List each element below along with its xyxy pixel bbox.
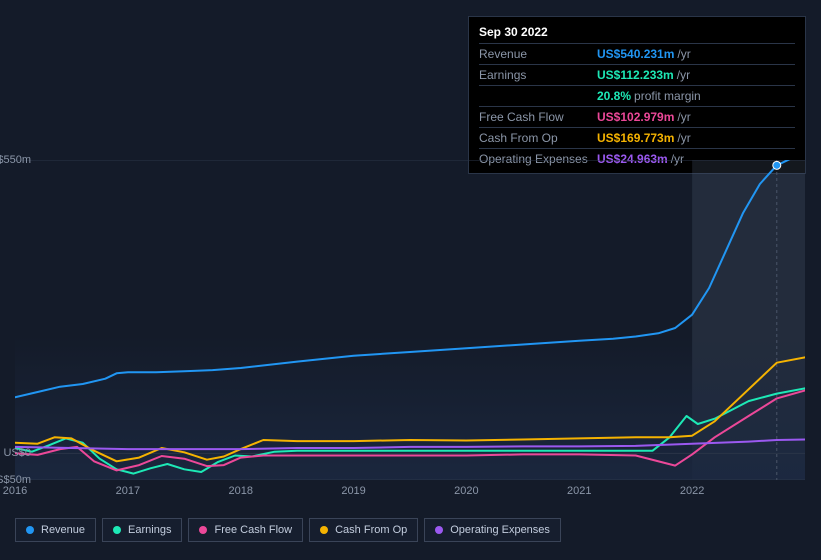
legend-label: Earnings — [128, 524, 171, 536]
tooltip-value: US$169.773m — [597, 131, 674, 145]
legend-item[interactable]: Cash From Op — [309, 518, 418, 542]
tooltip-suffix: profit margin — [634, 89, 701, 103]
x-axis-label: 2020 — [454, 485, 478, 497]
x-axis-label: 2017 — [116, 485, 140, 497]
tooltip-value: US$102.979m — [597, 110, 674, 124]
legend-dot-icon — [435, 526, 443, 534]
legend-label: Revenue — [41, 524, 85, 536]
x-axis-label: 2021 — [567, 485, 591, 497]
tooltip-value: 20.8% — [597, 89, 631, 103]
chart-svg — [15, 160, 805, 480]
legend-dot-icon — [26, 526, 34, 534]
tooltip-label: Earnings — [479, 68, 597, 82]
tooltip-row: EarningsUS$112.233m/yr — [479, 64, 795, 85]
legend-item[interactable]: Earnings — [102, 518, 182, 542]
tooltip-value: US$540.231m — [597, 47, 674, 61]
legend-item[interactable]: Operating Expenses — [424, 518, 561, 542]
tooltip-row: 20.8%profit margin — [479, 85, 795, 106]
x-axis-label: 2016 — [3, 485, 27, 497]
tooltip-row: Free Cash FlowUS$102.979m/yr — [479, 106, 795, 127]
legend-dot-icon — [199, 526, 207, 534]
legend-label: Free Cash Flow — [214, 524, 292, 536]
tooltip-label — [479, 89, 597, 103]
tooltip-suffix: /yr — [677, 110, 690, 124]
tooltip-date: Sep 30 2022 — [479, 23, 795, 43]
x-axis-label: 2022 — [680, 485, 704, 497]
x-axis-labels: 2016201720182019202020212022 — [15, 485, 805, 505]
x-axis-label: 2019 — [341, 485, 365, 497]
legend-dot-icon — [113, 526, 121, 534]
legend-item[interactable]: Revenue — [15, 518, 96, 542]
legend-label: Cash From Op — [335, 524, 407, 536]
tooltip-label: Revenue — [479, 47, 597, 61]
tooltip-suffix: /yr — [677, 47, 690, 61]
tooltip-row: Cash From OpUS$169.773m/yr — [479, 127, 795, 148]
y-axis-label: US$550m — [0, 154, 31, 166]
chart-plot-area[interactable]: US$550mUS$0-US$50m — [15, 160, 805, 480]
legend: Revenue Earnings Free Cash Flow Cash From O… — [15, 518, 561, 542]
y-axis-label: US$0 — [3, 447, 31, 459]
tooltip-label: Cash From Op — [479, 131, 597, 145]
tooltip-value: US$112.233m — [597, 68, 674, 82]
x-axis-label: 2018 — [228, 485, 252, 497]
legend-dot-icon — [320, 526, 328, 534]
financial-chart-widget: Sep 30 2022 RevenueUS$540.231m/yrEarning… — [0, 0, 821, 560]
tooltip-label: Free Cash Flow — [479, 110, 597, 124]
tooltip-suffix: /yr — [677, 68, 690, 82]
hover-tooltip: Sep 30 2022 RevenueUS$540.231m/yrEarning… — [468, 16, 806, 174]
tooltip-suffix: /yr — [677, 131, 690, 145]
tooltip-row: RevenueUS$540.231m/yr — [479, 43, 795, 64]
legend-item[interactable]: Free Cash Flow — [188, 518, 303, 542]
legend-label: Operating Expenses — [450, 524, 550, 536]
